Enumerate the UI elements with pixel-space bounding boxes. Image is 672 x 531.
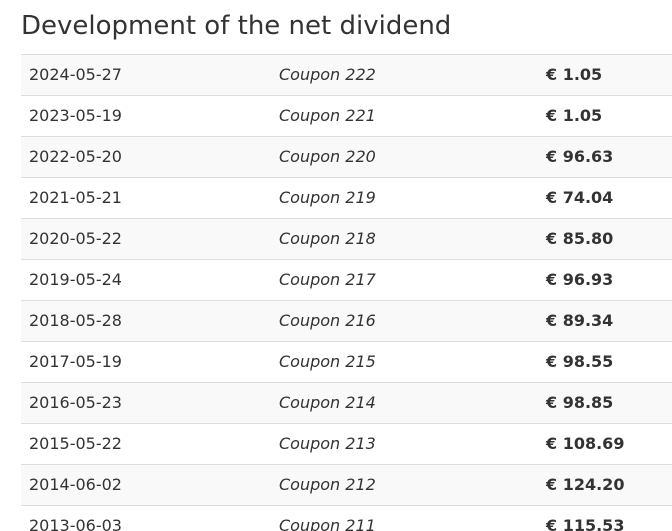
coupon-label: Coupon 220 <box>279 147 376 166</box>
dividend-amount: € 89.34 <box>546 311 614 330</box>
coupon-label: Coupon 214 <box>279 393 376 412</box>
dividend-date: 2015-05-22 <box>29 434 122 453</box>
dividend-date: 2016-05-23 <box>29 393 122 412</box>
dividend-date: 2019-05-24 <box>29 270 122 289</box>
coupon-label: Coupon 218 <box>279 229 376 248</box>
coupon-label: Coupon 222 <box>279 65 376 84</box>
dividend-table: 2024-05-27 Coupon 222 € 1.05 2023-05-19 … <box>21 54 672 531</box>
dividend-date: 2023-05-19 <box>29 106 122 125</box>
dividend-date: 2018-05-28 <box>29 311 122 330</box>
dividend-date: 2014-06-02 <box>29 475 122 494</box>
table-row: 2016-05-23 Coupon 214 € 98.85 <box>21 383 672 424</box>
coupon-label: Coupon 219 <box>279 188 376 207</box>
dividend-amount: € 1.05 <box>546 65 603 84</box>
coupon-label: Coupon 216 <box>279 311 376 330</box>
coupon-label: Coupon 221 <box>279 106 376 125</box>
dividend-amount: € 74.04 <box>546 188 614 207</box>
dividend-amount: € 98.85 <box>546 393 614 412</box>
table-row: 2020-05-22 Coupon 218 € 85.80 <box>21 219 672 260</box>
table-row: 2015-05-22 Coupon 213 € 108.69 <box>21 424 672 465</box>
dividend-amount: € 1.05 <box>546 106 603 125</box>
table-row: 2014-06-02 Coupon 212 € 124.20 <box>21 465 672 506</box>
table-row: 2017-05-19 Coupon 215 € 98.55 <box>21 342 672 383</box>
coupon-label: Coupon 217 <box>279 270 376 289</box>
dividend-amount: € 85.80 <box>546 229 614 248</box>
dividend-date: 2024-05-27 <box>29 65 122 84</box>
table-row: 2019-05-24 Coupon 217 € 96.93 <box>21 260 672 301</box>
table-row: 2018-05-28 Coupon 216 € 89.34 <box>21 301 672 342</box>
table-row: 2021-05-21 Coupon 219 € 74.04 <box>21 178 672 219</box>
dividend-amount: € 96.63 <box>546 147 614 166</box>
table-row: 2024-05-27 Coupon 222 € 1.05 <box>21 55 672 96</box>
table-row: 2022-05-20 Coupon 220 € 96.63 <box>21 137 672 178</box>
dividend-amount: € 96.93 <box>546 270 614 289</box>
page-title: Development of the net dividend <box>21 11 452 41</box>
coupon-label: Coupon 212 <box>279 475 376 494</box>
table-row: 2023-05-19 Coupon 221 € 1.05 <box>21 96 672 137</box>
dividend-date: 2021-05-21 <box>29 188 122 207</box>
dividend-date: 2020-05-22 <box>29 229 122 248</box>
dividend-amount: € 115.53 <box>546 516 625 531</box>
dividend-amount: € 98.55 <box>546 352 614 371</box>
coupon-label: Coupon 215 <box>279 352 376 371</box>
dividend-date: 2013-06-03 <box>29 516 122 531</box>
coupon-label: Coupon 213 <box>279 434 376 453</box>
dividend-amount: € 108.69 <box>546 434 625 453</box>
table-row: 2013-06-03 Coupon 211 € 115.53 <box>21 506 672 531</box>
coupon-label: Coupon 211 <box>279 516 376 531</box>
dividend-amount: € 124.20 <box>546 475 625 494</box>
dividend-date: 2017-05-19 <box>29 352 122 371</box>
dividend-date: 2022-05-20 <box>29 147 122 166</box>
